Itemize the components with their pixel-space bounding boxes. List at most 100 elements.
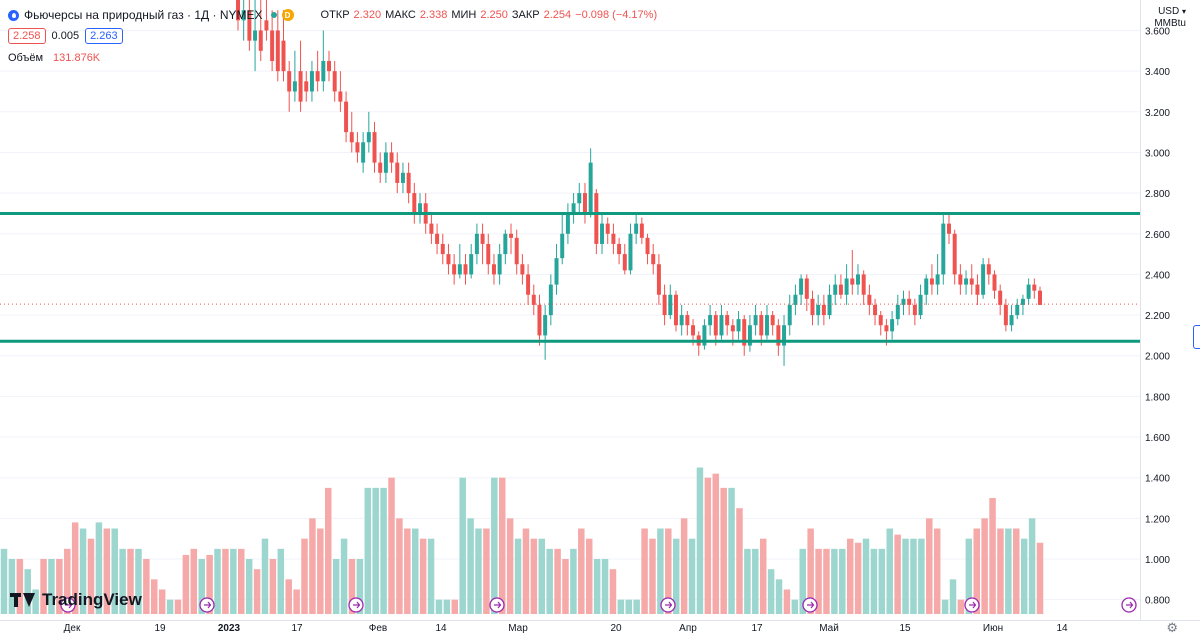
candle-body bbox=[469, 254, 474, 275]
candle-body bbox=[833, 284, 838, 295]
volume-value: 131.876K bbox=[53, 52, 101, 64]
currency-selector[interactable]: USD ▾ MMBtu bbox=[1154, 6, 1186, 30]
candle-body bbox=[804, 278, 809, 299]
volume-bar bbox=[190, 548, 198, 614]
volume-bar bbox=[736, 508, 743, 614]
candle-body bbox=[588, 162, 593, 214]
chart-header: Фьючерсы на природный газ · 1Д · NYMEX D… bbox=[8, 6, 657, 24]
candle-body bbox=[537, 304, 542, 336]
volume-bar bbox=[585, 538, 593, 614]
gear-icon[interactable]: ⚙ bbox=[1166, 620, 1178, 635]
candle-body bbox=[645, 237, 650, 255]
candle-body bbox=[554, 258, 559, 285]
volume-bar bbox=[253, 569, 261, 614]
candle-body bbox=[435, 233, 440, 244]
price-tick-label: 1.000 bbox=[1145, 555, 1170, 566]
candle-body bbox=[947, 223, 951, 234]
candle-body bbox=[531, 294, 536, 305]
volume-bar bbox=[71, 522, 79, 614]
candle-body bbox=[770, 315, 775, 326]
close-label: ЗАКР bbox=[511, 9, 540, 21]
candle-body bbox=[998, 290, 1003, 305]
volume-bar bbox=[1020, 538, 1028, 614]
volume-bar bbox=[372, 487, 379, 614]
volume-bar bbox=[24, 569, 31, 614]
candle-body bbox=[1003, 304, 1008, 326]
candle-body bbox=[429, 223, 434, 234]
volume-bar bbox=[688, 538, 696, 614]
symbol-title[interactable]: Фьючерсы на природный газ · 1Д · NYMEX bbox=[24, 8, 263, 22]
time-tick-label: 2023 bbox=[218, 623, 241, 634]
candle-body bbox=[457, 264, 462, 275]
volume-bar bbox=[293, 589, 300, 614]
candle-body bbox=[1020, 298, 1025, 305]
candle-body bbox=[560, 233, 565, 259]
candle-body bbox=[838, 284, 843, 295]
volume-bar bbox=[238, 548, 245, 614]
candle-body bbox=[1026, 284, 1031, 299]
price-tick-label: 2.200 bbox=[1145, 311, 1170, 322]
close-value: 2.254 bbox=[543, 9, 572, 21]
volume-bar bbox=[965, 538, 973, 614]
candle-body bbox=[1009, 315, 1014, 326]
candle-body bbox=[321, 60, 326, 82]
price-tick-label: 3.600 bbox=[1145, 26, 1170, 37]
symbol-icon bbox=[8, 9, 19, 21]
candle-body bbox=[389, 152, 394, 163]
volume-bar bbox=[894, 534, 901, 614]
volume-bar bbox=[672, 538, 680, 614]
side-panel-tab[interactable] bbox=[1193, 325, 1200, 349]
buy-price-button[interactable]: 2.263 bbox=[85, 28, 123, 44]
candle-body bbox=[855, 274, 860, 285]
price-grid bbox=[0, 29, 1140, 601]
candle-body bbox=[463, 264, 468, 275]
volume-bar bbox=[404, 528, 411, 614]
volume-bar bbox=[878, 548, 886, 614]
candle-body bbox=[577, 193, 582, 204]
volume-bar bbox=[933, 528, 941, 614]
volume-bar bbox=[981, 518, 988, 614]
sell-price-button[interactable]: 2.258 bbox=[8, 28, 46, 44]
candle-body bbox=[651, 254, 656, 265]
candle-body bbox=[446, 254, 451, 265]
volume-bar bbox=[799, 548, 806, 614]
high-label: МАКС bbox=[385, 9, 416, 21]
volume-bar bbox=[396, 518, 403, 614]
low-value: 2.250 bbox=[480, 9, 508, 21]
delay-badge: D bbox=[281, 9, 294, 21]
candle-body bbox=[582, 193, 587, 214]
candle-body bbox=[361, 142, 366, 163]
candle-body bbox=[543, 315, 548, 336]
volume-bar bbox=[356, 559, 364, 614]
volume-bar bbox=[862, 538, 870, 614]
volume-bar bbox=[1013, 528, 1020, 614]
volume-bar bbox=[16, 559, 24, 614]
time-axis-bg bbox=[0, 620, 1200, 637]
volume-bar bbox=[720, 487, 727, 614]
candle-body bbox=[236, 0, 240, 21]
candle-body bbox=[952, 233, 957, 275]
candle-body bbox=[452, 264, 457, 275]
time-tick-label: 15 bbox=[899, 623, 911, 634]
volume-bar bbox=[309, 518, 316, 614]
chevron-down-icon: ▾ bbox=[1181, 7, 1186, 16]
candle-body bbox=[850, 278, 855, 285]
candle-body bbox=[372, 132, 377, 163]
candle-body bbox=[514, 237, 519, 265]
volume-bar bbox=[151, 579, 158, 614]
volume-bar bbox=[451, 599, 459, 614]
candle-body bbox=[799, 278, 804, 295]
volume-bar bbox=[95, 522, 103, 614]
volume-bar bbox=[459, 477, 466, 614]
candle-body bbox=[565, 213, 570, 234]
volume-bars bbox=[0, 467, 1044, 614]
high-value: 2.338 bbox=[419, 9, 448, 21]
candle-body bbox=[742, 319, 747, 346]
tradingview-logo[interactable]: TradingView bbox=[10, 590, 142, 610]
volume-bar bbox=[87, 538, 95, 614]
volume-bar bbox=[997, 528, 1004, 614]
candle-body bbox=[292, 81, 297, 92]
volume-bar bbox=[926, 518, 933, 614]
volume-bar bbox=[546, 548, 553, 614]
